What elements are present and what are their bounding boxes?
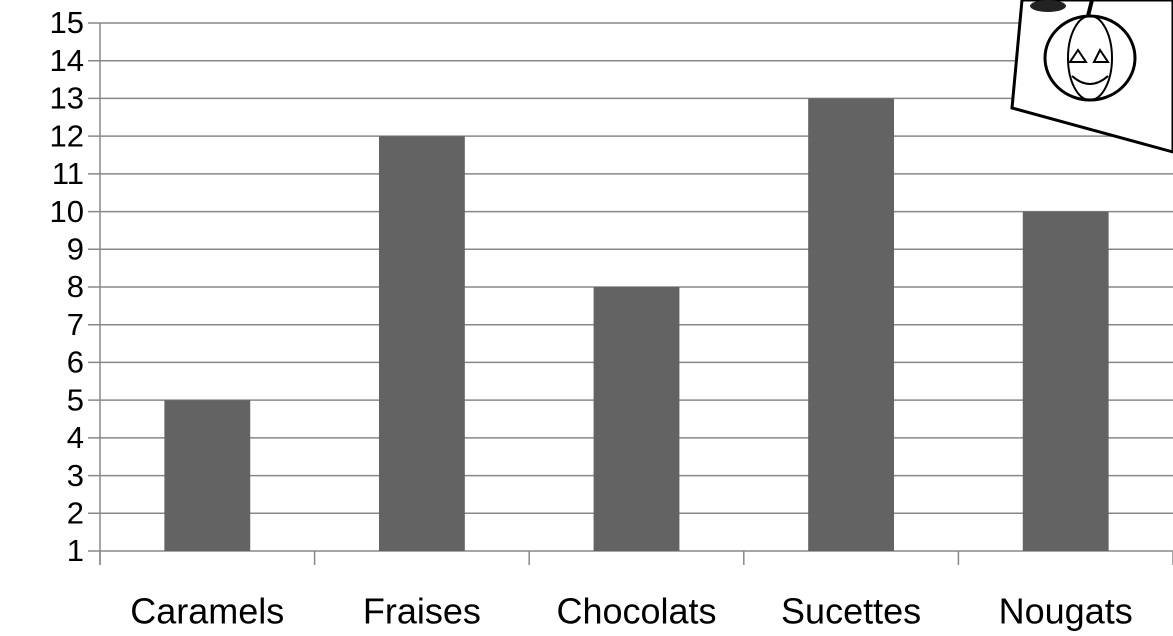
y-tick-label: 8: [67, 269, 84, 304]
x-tick-label: Nougats: [999, 591, 1133, 632]
y-tick-label: 11: [52, 156, 84, 191]
bar: [808, 98, 895, 551]
bar: [1022, 211, 1109, 552]
y-tick-label: 13: [50, 81, 84, 116]
y-tick-label: 1: [67, 533, 84, 568]
y-tick-label: 5: [67, 382, 84, 417]
y-tick-label: 3: [67, 458, 84, 493]
x-tick-label: Sucettes: [781, 591, 921, 632]
y-tick-label: 15: [50, 5, 84, 40]
y-tick-label: 9: [67, 231, 84, 266]
y-tick-label: 14: [50, 43, 84, 78]
y-tick-label: 7: [67, 307, 84, 342]
bars: [164, 98, 1109, 552]
y-tick-label: 4: [67, 420, 84, 455]
bar: [164, 400, 251, 551]
y-tick-label: 6: [67, 345, 84, 380]
y-tick-label: 2: [67, 495, 84, 530]
y-tick-label: 12: [50, 118, 84, 153]
x-tick-label: Fraises: [363, 591, 481, 632]
x-tick-label: Chocolats: [556, 591, 716, 632]
y-tick-label: 10: [50, 194, 84, 229]
bar: [593, 287, 680, 551]
bar: [378, 136, 465, 551]
x-tick-label: Caramels: [130, 591, 284, 632]
pumpkin-picture: [1010, 0, 1173, 154]
